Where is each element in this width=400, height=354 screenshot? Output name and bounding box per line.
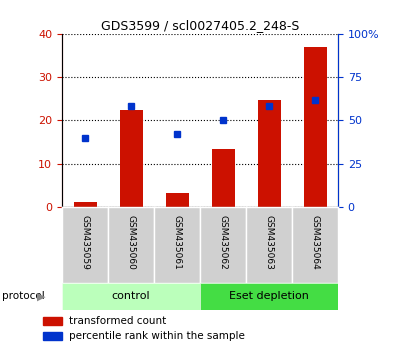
Text: GSM435063: GSM435063 (264, 215, 274, 270)
Title: GDS3599 / scl0027405.2_248-S: GDS3599 / scl0027405.2_248-S (101, 19, 299, 33)
Text: percentile rank within the sample: percentile rank within the sample (69, 331, 245, 341)
Text: GSM435060: GSM435060 (126, 215, 136, 270)
Text: GSM435062: GSM435062 (218, 215, 228, 269)
Text: control: control (112, 291, 150, 302)
Bar (258, 99, 280, 207)
Text: ▶: ▶ (37, 291, 46, 302)
Bar (120, 110, 142, 207)
Bar (43, 316, 62, 325)
Text: GSM435061: GSM435061 (172, 215, 182, 270)
Bar (43, 332, 62, 340)
Bar (74, 202, 96, 207)
Bar (304, 47, 326, 207)
Bar (166, 193, 188, 207)
Text: GSM435064: GSM435064 (310, 215, 320, 269)
Text: GSM435059: GSM435059 (80, 215, 90, 270)
Text: transformed count: transformed count (69, 315, 166, 326)
Text: protocol: protocol (2, 291, 45, 302)
Bar (212, 149, 234, 207)
Text: Eset depletion: Eset depletion (229, 291, 309, 302)
